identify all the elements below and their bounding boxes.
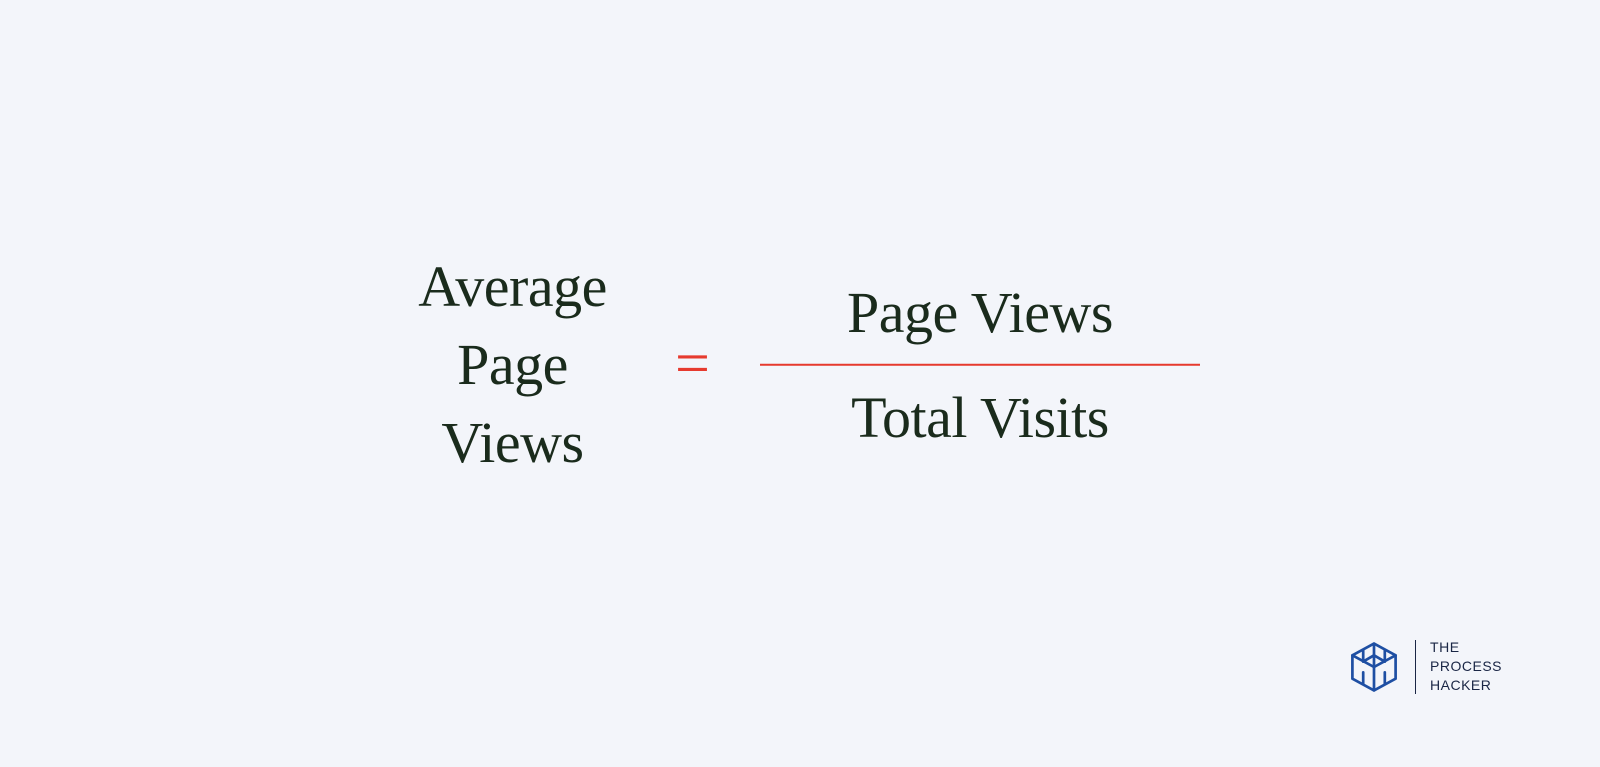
equals-sign: = — [675, 329, 710, 400]
left-line-1: Average Page — [400, 247, 625, 404]
logo: THE PROCESS HACKER — [1347, 638, 1502, 695]
logo-divider — [1415, 640, 1416, 694]
logo-line-2: PROCESS — [1430, 657, 1502, 676]
numerator: Page Views — [847, 279, 1113, 346]
denominator: Total Visits — [851, 383, 1109, 450]
fraction: Page Views Total Visits — [760, 279, 1200, 451]
logo-text: THE PROCESS HACKER — [1430, 638, 1502, 695]
formula-left-side: Average Page Views — [400, 247, 625, 482]
logo-line-3: HACKER — [1430, 676, 1502, 695]
logo-line-1: THE — [1430, 638, 1502, 657]
fraction-line — [760, 364, 1200, 366]
cube-logo-icon — [1347, 640, 1401, 694]
left-line-2: Views — [400, 404, 625, 482]
formula-container: Average Page Views = Page Views Total Vi… — [400, 247, 1200, 482]
